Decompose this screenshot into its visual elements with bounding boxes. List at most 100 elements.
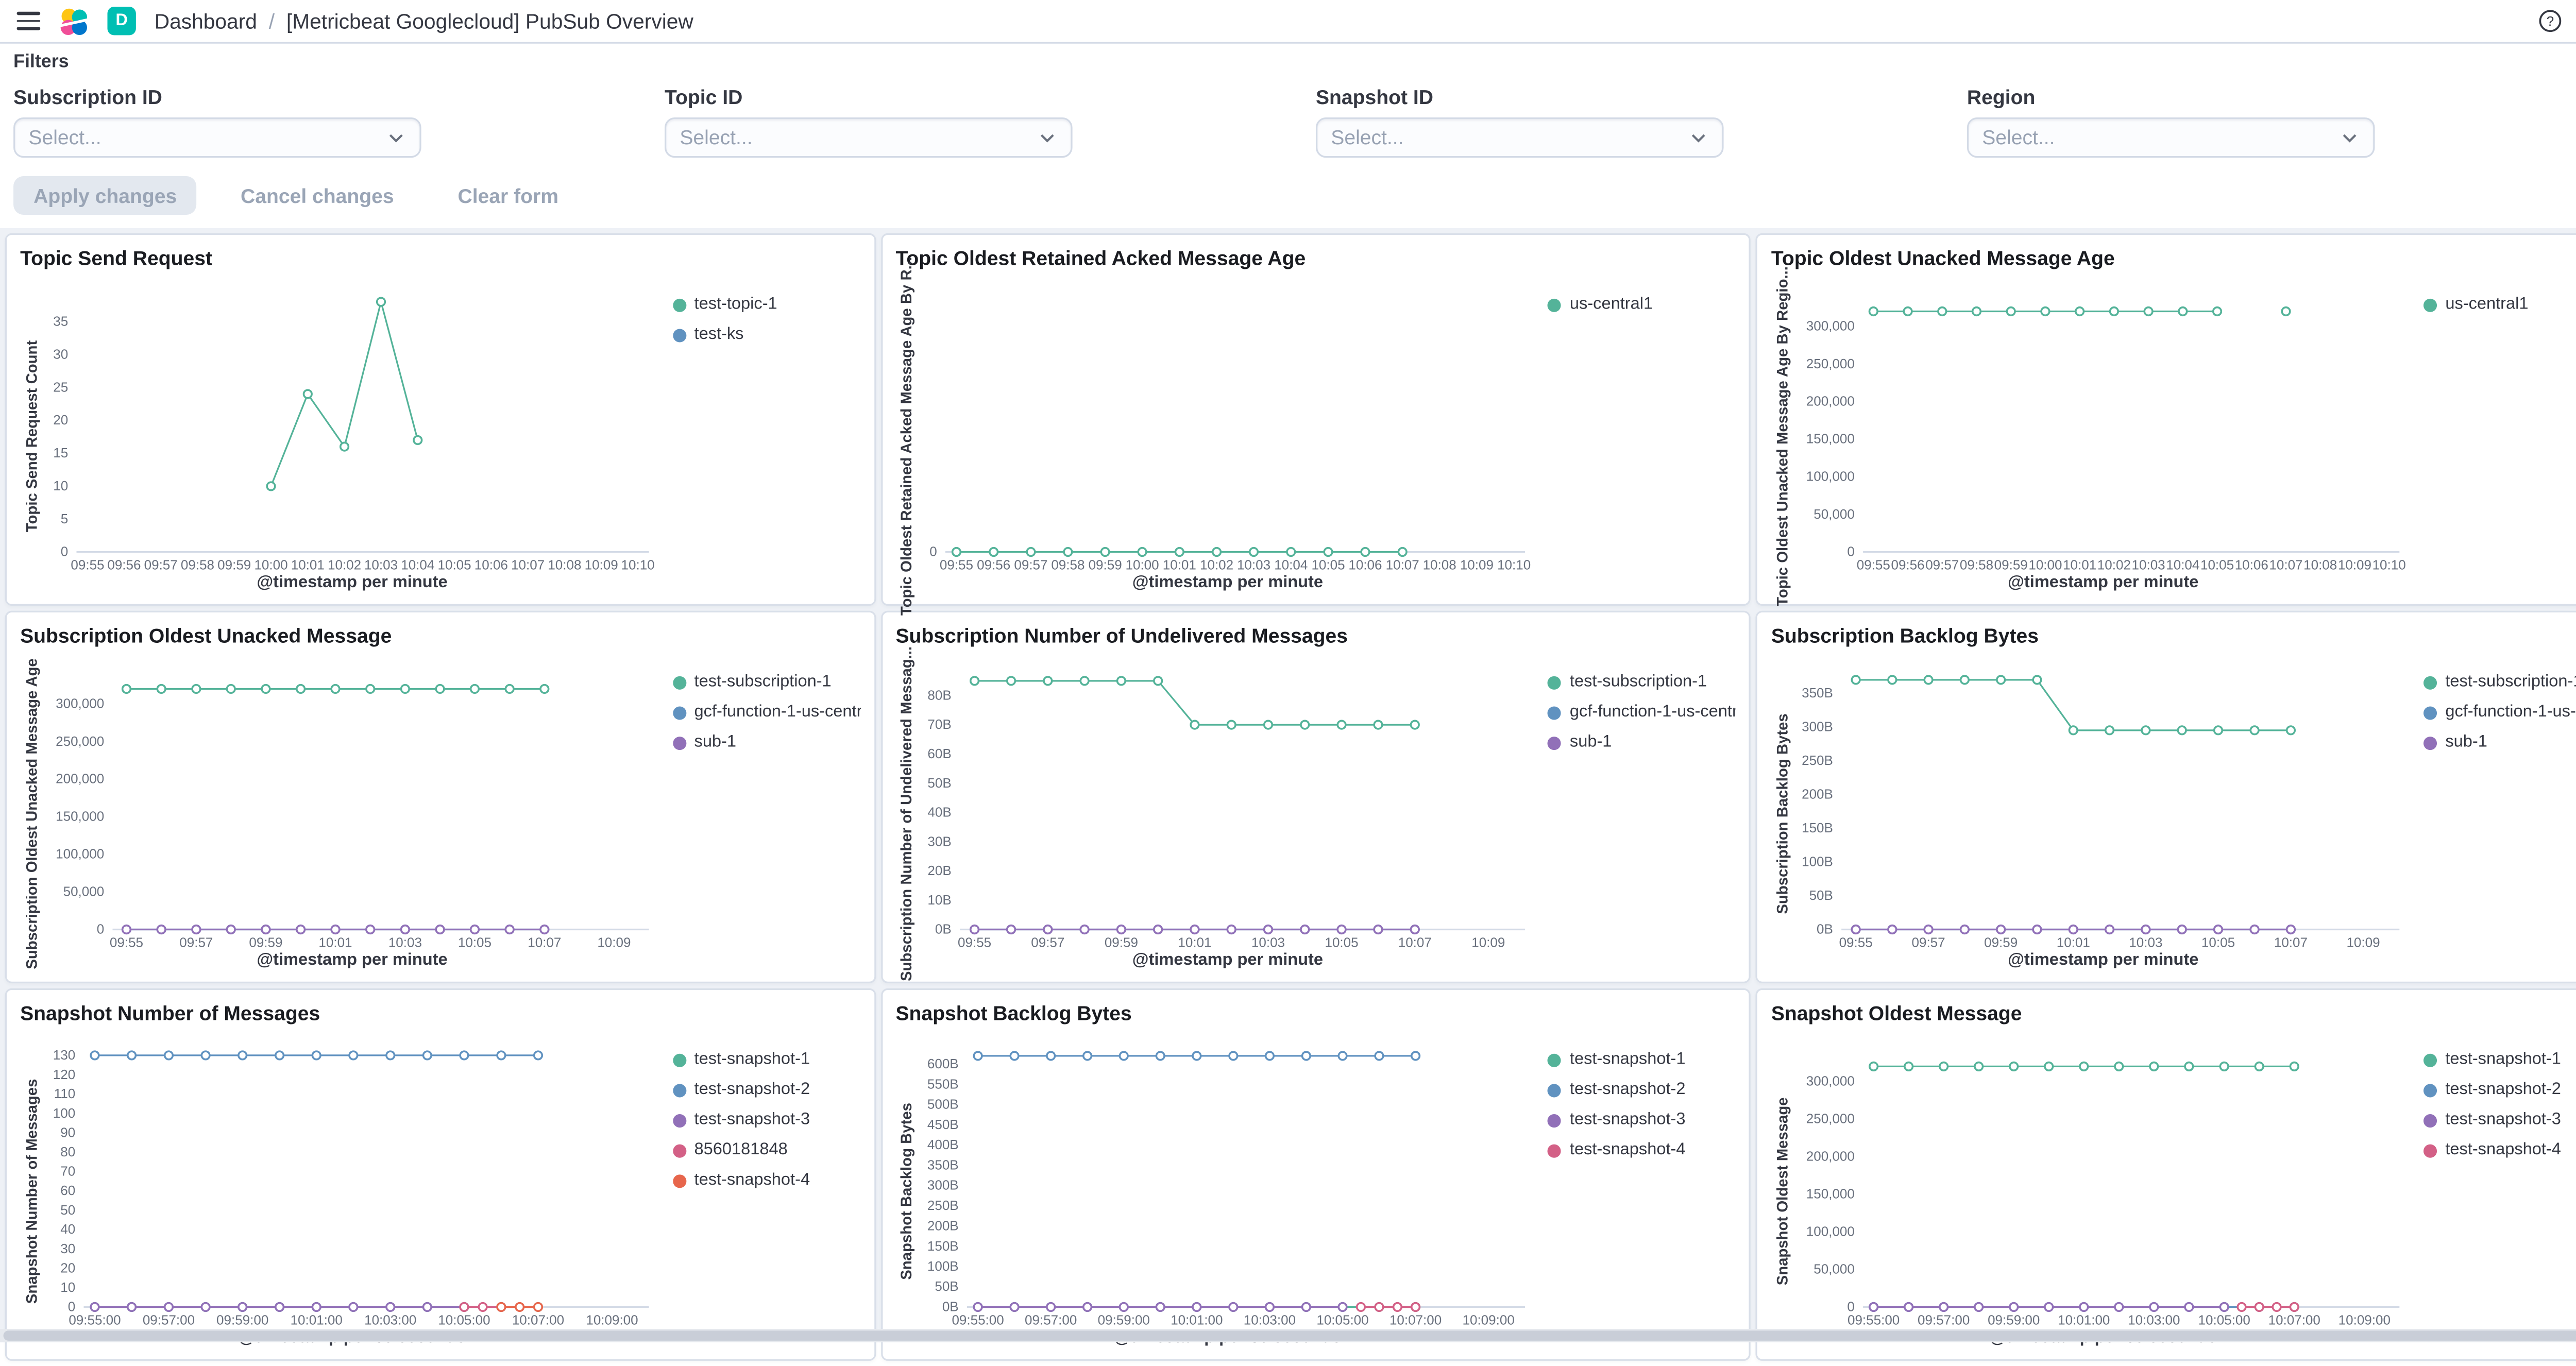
svg-text:150,000: 150,000 bbox=[1807, 1186, 1855, 1202]
svg-text:300,000: 300,000 bbox=[56, 696, 104, 711]
legend-label: test-snapshot-4 bbox=[1569, 1141, 1686, 1160]
svg-text:50B: 50B bbox=[1810, 887, 1834, 903]
legend-item[interactable]: test-topic-1 bbox=[672, 295, 860, 314]
y-axis-label: Subscription Backlog Bytes bbox=[1773, 712, 1791, 913]
svg-text:40: 40 bbox=[60, 1221, 75, 1237]
help-icon[interactable]: ? bbox=[2537, 8, 2563, 33]
chart-title[interactable]: Subscription Number of Undelivered Messa… bbox=[895, 624, 1348, 648]
chart-plot[interactable]: 0B 50B 100B 150B 200B 250B 300B 350B 400B 450B 500… bbox=[918, 1030, 1538, 1329]
chart-title[interactable]: Snapshot Backlog Bytes bbox=[895, 1001, 1132, 1026]
chart-plot[interactable]: 0 10 20 30 40 50 60 70 80 90 100 110 120 130 09:55:00 0… bbox=[42, 1030, 662, 1329]
legend-item[interactable]: test-snapshot-1 bbox=[672, 1050, 860, 1069]
chart-title[interactable]: Snapshot Number of Messages bbox=[20, 1001, 320, 1026]
legend-item[interactable]: test-snapshot-3 bbox=[672, 1111, 860, 1129]
filter-field-subscription-id: Subscription ID Select... bbox=[13, 86, 665, 158]
legend-item[interactable]: test-snapshot-2 bbox=[2423, 1080, 2576, 1099]
legend-item[interactable]: us-central1 bbox=[1548, 295, 1736, 314]
legend-item[interactable]: 8560181848 bbox=[672, 1141, 860, 1159]
svg-text:150,000: 150,000 bbox=[1807, 431, 1855, 447]
apply-changes-button[interactable]: Apply changes bbox=[13, 176, 197, 215]
svg-text:200B: 200B bbox=[927, 1218, 958, 1233]
chart-title[interactable]: Topic Oldest Retained Acked Message Age bbox=[895, 246, 1306, 270]
chart-plot[interactable]: 0 5 10 15 20 25 30 35 09:55 09:56 09:57 09:58 09:59 1… bbox=[42, 275, 662, 574]
legend-label: test-snapshot-2 bbox=[2445, 1080, 2561, 1099]
legend-item[interactable]: test-subscription-1 bbox=[2423, 673, 2576, 691]
elastic-logo[interactable] bbox=[59, 6, 89, 36]
legend-item[interactable]: sub-1 bbox=[1548, 733, 1736, 752]
svg-text:10:06: 10:06 bbox=[2235, 557, 2269, 573]
chart-title[interactable]: Snapshot Oldest Message bbox=[1771, 1001, 2022, 1026]
chart-title[interactable]: Subscription Backlog Bytes bbox=[1771, 624, 2039, 648]
snapshot-id-select[interactable]: Select... bbox=[1315, 117, 1724, 158]
svg-text:60: 60 bbox=[60, 1183, 75, 1198]
svg-text:10:01:00: 10:01:00 bbox=[291, 1312, 343, 1328]
legend-item[interactable]: test-snapshot-4 bbox=[672, 1171, 860, 1190]
svg-text:10: 10 bbox=[53, 478, 68, 493]
select-placeholder: Select... bbox=[680, 126, 753, 149]
legend-item[interactable]: gcf-function-1-us-central1-te... bbox=[2423, 703, 2576, 722]
legend-item[interactable]: test-snapshot-4 bbox=[2423, 1141, 2576, 1159]
chart-plot[interactable]: 0 50,000 100,000 150,000 200,000 250,000 300,0… bbox=[1793, 1030, 2413, 1329]
clear-form-button[interactable]: Clear form bbox=[437, 176, 579, 215]
svg-text:20B: 20B bbox=[927, 863, 951, 878]
svg-text:250,000: 250,000 bbox=[1807, 356, 1855, 371]
legend-item[interactable]: test-subscription-1 bbox=[1548, 673, 1736, 691]
topic-id-select[interactable]: Select... bbox=[665, 117, 1073, 158]
chart-plot[interactable]: 0B 50B 100B 150B 200B 250B 300B 350B 09:55 09:57 0… bbox=[1793, 653, 2413, 951]
menu-icon[interactable] bbox=[16, 11, 41, 30]
legend-item[interactable]: gcf-function-1-us-central1-te... bbox=[1548, 703, 1736, 722]
svg-text:10:00: 10:00 bbox=[2029, 557, 2062, 573]
svg-text:550B: 550B bbox=[927, 1076, 958, 1091]
horizontal-scrollbar-thumb[interactable] bbox=[3, 1330, 2576, 1341]
svg-text:25: 25 bbox=[53, 379, 68, 395]
chart-plot[interactable]: 0 50,000 100,000 150,000 200,000 250,000 300,0… bbox=[1793, 275, 2413, 574]
breadcrumb-separator: / bbox=[268, 9, 275, 33]
svg-text:09:55: 09:55 bbox=[957, 935, 991, 950]
svg-text:09:59:00: 09:59:00 bbox=[1097, 1312, 1149, 1328]
chart-plot[interactable]: 0B 10B 20B 30B 40B 50B 60B 70B 80B 09:55 09:57 09:5… bbox=[918, 653, 1538, 951]
horizontal-scrollbar[interactable] bbox=[0, 1329, 2576, 1343]
region-select[interactable]: Select... bbox=[1967, 117, 2375, 158]
svg-text:35: 35 bbox=[53, 313, 68, 329]
cancel-changes-button[interactable]: Cancel changes bbox=[221, 176, 414, 215]
legend-item[interactable]: test-snapshot-1 bbox=[2423, 1050, 2576, 1069]
svg-text:250,000: 250,000 bbox=[1807, 1111, 1855, 1126]
filter-controls: Subscription ID Select... Topic ID Selec… bbox=[13, 86, 2576, 158]
top-navigation-bar: D Dashboard / [Metricbeat Googlecloud] P… bbox=[0, 0, 2576, 44]
space-avatar[interactable]: D bbox=[107, 7, 136, 36]
svg-text:10:09:00: 10:09:00 bbox=[586, 1312, 638, 1328]
legend-item[interactable]: us-central1 bbox=[2423, 295, 2576, 314]
chart-plot[interactable]: 0 50,000 100,000 150,000 200,000 250,000 300,0… bbox=[42, 653, 662, 951]
legend-item[interactable]: test-snapshot-2 bbox=[1548, 1081, 1736, 1099]
legend-item[interactable]: sub-1 bbox=[2423, 733, 2576, 752]
svg-text:?: ? bbox=[2547, 14, 2554, 29]
header-actions: ? bbox=[2537, 8, 2576, 33]
chart-title[interactable]: Topic Oldest Unacked Message Age bbox=[1771, 246, 2115, 270]
legend-item[interactable]: test-subscription-1 bbox=[672, 673, 860, 691]
svg-text:10:10: 10:10 bbox=[1497, 557, 1530, 573]
chart-title[interactable]: Subscription Oldest Unacked Message bbox=[20, 624, 392, 648]
legend-item[interactable]: gcf-function-1-us-central1-te... bbox=[672, 703, 860, 722]
legend-item[interactable]: test-snapshot-4 bbox=[1548, 1141, 1736, 1159]
y-axis-label: Snapshot Number of Messages bbox=[22, 1078, 40, 1303]
legend-item[interactable]: test-ks bbox=[672, 326, 860, 344]
subscription-id-select[interactable]: Select... bbox=[13, 117, 421, 158]
legend-dot bbox=[2423, 1053, 2437, 1067]
legend-item[interactable]: test-snapshot-1 bbox=[1548, 1050, 1736, 1069]
svg-text:0: 0 bbox=[61, 544, 68, 559]
legend-item[interactable]: sub-1 bbox=[672, 733, 860, 752]
chart-plot[interactable]: 0 09:55 09:56 09:57 09:58 09:59 10:00 10:01 10:0… bbox=[918, 275, 1538, 574]
svg-text:200,000: 200,000 bbox=[56, 771, 104, 787]
svg-text:09:59: 09:59 bbox=[1104, 935, 1138, 950]
legend-item[interactable]: test-snapshot-3 bbox=[2423, 1111, 2576, 1129]
svg-text:50,000: 50,000 bbox=[1814, 1261, 1855, 1277]
svg-text:20: 20 bbox=[53, 412, 68, 428]
svg-text:10:09:00: 10:09:00 bbox=[2339, 1312, 2391, 1328]
breadcrumb-dashboard-link[interactable]: Dashboard bbox=[154, 9, 257, 33]
legend-item[interactable]: test-snapshot-3 bbox=[1548, 1111, 1736, 1129]
svg-text:10B: 10B bbox=[927, 892, 951, 908]
filter-label: Topic ID bbox=[665, 86, 743, 109]
legend-item[interactable]: test-snapshot-2 bbox=[672, 1081, 860, 1099]
svg-text:50B: 50B bbox=[927, 775, 951, 791]
chart-title[interactable]: Topic Send Request bbox=[20, 246, 212, 270]
